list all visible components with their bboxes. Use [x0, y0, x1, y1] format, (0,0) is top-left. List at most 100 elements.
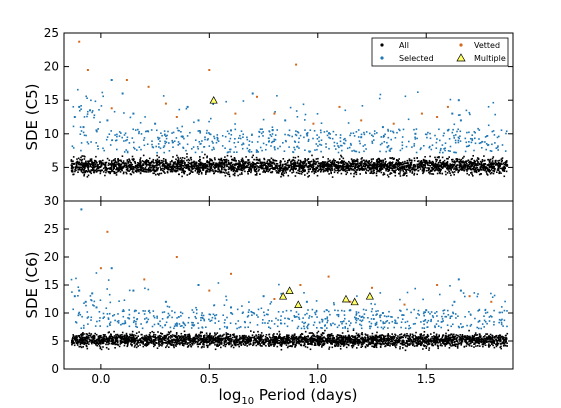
all-point	[330, 169, 332, 172]
all-point	[227, 162, 230, 164]
all-point	[497, 342, 500, 345]
all-point	[425, 161, 427, 163]
all-point	[491, 162, 494, 165]
all-point	[253, 167, 255, 170]
all-point	[498, 172, 500, 175]
all-point	[462, 160, 464, 162]
all-point	[298, 168, 300, 171]
all-point	[211, 335, 213, 337]
all-point	[303, 164, 305, 167]
all-point	[330, 161, 332, 164]
all-point	[238, 160, 240, 162]
all-point	[264, 163, 266, 165]
selected-point	[474, 131, 476, 134]
all-point	[157, 168, 159, 170]
selected-point	[137, 128, 139, 131]
selected-point	[164, 140, 166, 143]
legend-multiple-marker	[456, 53, 466, 62]
all-point	[88, 162, 91, 165]
all-point	[385, 169, 387, 172]
all-point	[251, 334, 254, 336]
all-point	[283, 172, 285, 174]
selected-point	[382, 134, 385, 137]
all-point	[303, 161, 306, 164]
all-point	[172, 168, 174, 171]
all-point	[395, 169, 397, 171]
all-point	[422, 158, 425, 161]
all-point	[241, 340, 244, 343]
all-point	[492, 170, 494, 172]
selected-point	[307, 138, 310, 141]
all-point	[172, 167, 175, 170]
all-point	[85, 163, 88, 166]
all-point	[341, 167, 343, 169]
all-point	[158, 172, 161, 175]
all-point	[333, 168, 336, 170]
all-point	[146, 341, 148, 343]
all-point	[304, 158, 306, 160]
selected-point	[213, 135, 215, 138]
all-point	[219, 164, 222, 166]
all-point	[418, 160, 420, 162]
all-point	[164, 172, 166, 174]
all-point	[275, 170, 277, 172]
selected-point	[464, 137, 467, 140]
selected-point	[423, 145, 425, 147]
selected-point	[284, 119, 287, 122]
all-point	[95, 161, 97, 163]
all-point	[287, 160, 289, 162]
all-point	[110, 165, 113, 168]
all-point	[99, 166, 101, 168]
all-point	[265, 345, 267, 347]
all-point	[337, 170, 340, 172]
selected-point	[181, 125, 183, 128]
all-point	[161, 341, 164, 344]
all-point	[83, 174, 85, 177]
all-point	[299, 334, 302, 336]
all-point	[470, 161, 472, 164]
all-point	[416, 165, 419, 168]
all-point	[487, 169, 489, 171]
y-tick-label: 25	[44, 26, 59, 40]
all-point	[233, 172, 236, 175]
selected-point	[363, 131, 365, 134]
y-tick-label: 20	[44, 60, 59, 74]
all-point	[217, 164, 219, 167]
all-point	[363, 162, 365, 165]
all-point	[148, 162, 151, 165]
all-point	[355, 171, 358, 174]
all-point	[368, 162, 370, 164]
selected-point	[309, 150, 312, 153]
all-point	[215, 165, 217, 167]
all-point	[123, 163, 125, 165]
all-point	[306, 346, 309, 349]
all-point	[182, 165, 184, 167]
all-point	[423, 345, 425, 348]
all-point	[180, 164, 182, 166]
selected-point	[373, 132, 376, 135]
all-point	[140, 168, 143, 171]
all-point	[72, 163, 75, 165]
all-point	[140, 166, 142, 169]
all-point	[423, 334, 425, 336]
all-point	[325, 162, 328, 165]
all-point	[160, 169, 162, 171]
all-point	[242, 162, 245, 165]
selected-point	[121, 136, 123, 139]
all-point	[130, 167, 133, 169]
all-point	[342, 161, 344, 164]
all-point	[288, 166, 290, 168]
all-point	[407, 343, 409, 345]
all-point	[76, 162, 79, 164]
all-point	[272, 335, 275, 338]
legend-selected-label: Selected	[399, 54, 434, 63]
all-point	[149, 164, 152, 167]
selected-point	[229, 137, 232, 140]
all-point	[316, 167, 319, 169]
all-point	[339, 164, 341, 167]
all-point	[203, 164, 205, 166]
selected-point	[143, 139, 145, 141]
all-point	[134, 166, 136, 169]
all-point	[278, 167, 281, 170]
all-point	[211, 164, 213, 167]
